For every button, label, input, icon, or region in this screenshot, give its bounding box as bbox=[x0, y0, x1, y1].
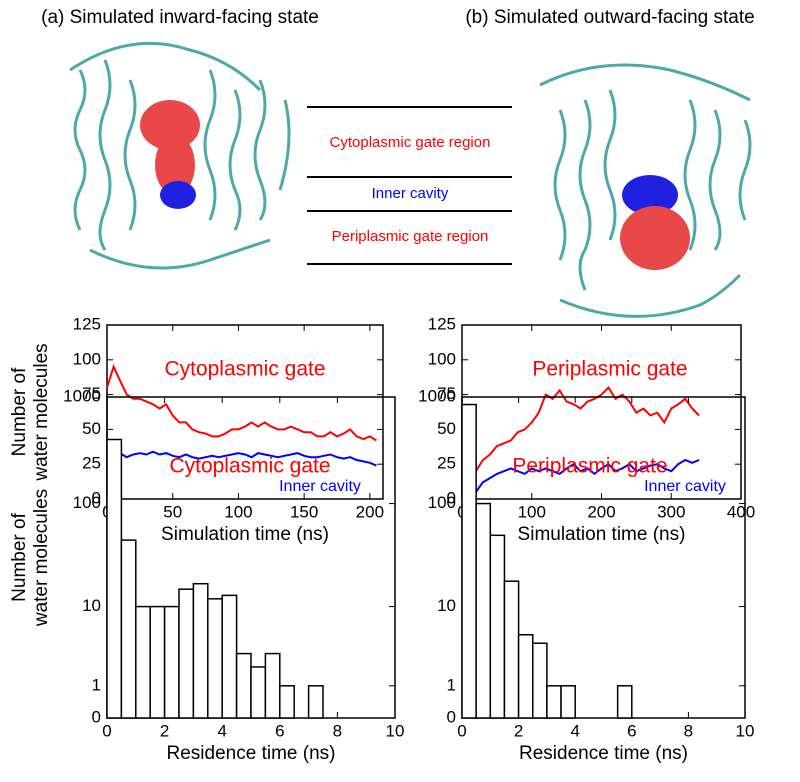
y-tick-label: 0 bbox=[92, 707, 101, 726]
x-tick-label: 6 bbox=[275, 721, 284, 740]
series-label: Cytoplasmic gate bbox=[164, 358, 325, 381]
line-series bbox=[106, 364, 377, 442]
y-tick-label: 1 bbox=[447, 675, 456, 694]
y-tick-label: 75 bbox=[437, 384, 456, 403]
annotation: Cytoplasmic gate bbox=[169, 455, 330, 478]
y-tick-label: 1000 bbox=[63, 386, 101, 405]
y-tick-label: 0 bbox=[92, 488, 101, 507]
y-tick-label: 125 bbox=[428, 314, 456, 333]
y-tick-label: 1000 bbox=[418, 386, 456, 405]
bar bbox=[475, 502, 492, 719]
bar bbox=[221, 594, 238, 719]
x-tick-label: 100 bbox=[518, 502, 546, 521]
x-tick-label: 200 bbox=[356, 502, 384, 521]
bar bbox=[517, 633, 534, 719]
region-label: Periplasmic gate region bbox=[332, 228, 489, 245]
y-axis-label: water molecules bbox=[31, 489, 52, 627]
water-a bbox=[140, 100, 200, 209]
y-tick-label: 100 bbox=[428, 349, 456, 368]
line-series bbox=[106, 449, 377, 467]
bar bbox=[489, 534, 506, 719]
x-axis-label: Simulation time (ns) bbox=[518, 524, 686, 545]
x-tick-label: 300 bbox=[657, 502, 685, 521]
x-tick-label: 10 bbox=[386, 721, 405, 740]
x-tick-label: 10 bbox=[736, 721, 755, 740]
series-label: Periplasmic gate bbox=[532, 358, 687, 381]
y-tick-label: 1 bbox=[92, 675, 101, 694]
bar bbox=[163, 605, 180, 719]
bar bbox=[192, 582, 209, 719]
x-tick-label: 6 bbox=[627, 721, 636, 740]
y-tick-label: 100 bbox=[73, 493, 101, 512]
y-tick-label: 0 bbox=[447, 707, 456, 726]
y-tick-label: 25 bbox=[437, 454, 456, 473]
x-axis-label: Residence time (ns) bbox=[167, 743, 336, 764]
y-tick-label: 25 bbox=[82, 454, 101, 473]
x-tick-label: 8 bbox=[684, 721, 693, 740]
bar bbox=[178, 588, 195, 719]
bar bbox=[546, 685, 562, 719]
y-tick-label: 100 bbox=[428, 493, 456, 512]
bar bbox=[264, 652, 281, 719]
x-tick-label: 8 bbox=[333, 721, 342, 740]
bar bbox=[307, 685, 324, 719]
x-tick-label: 50 bbox=[163, 502, 182, 521]
protein-a bbox=[69, 41, 291, 270]
bar bbox=[149, 605, 166, 719]
x-tick-label: 200 bbox=[587, 502, 615, 521]
y-tick-label: 75 bbox=[82, 384, 101, 403]
y-tick-label: 10 bbox=[82, 596, 101, 615]
y-tick-label: 100 bbox=[73, 349, 101, 368]
protein-b bbox=[539, 63, 752, 318]
panel-title: (b) Simulated outward-facing state bbox=[465, 7, 755, 28]
bar bbox=[250, 666, 267, 719]
y-tick-label: 50 bbox=[82, 419, 101, 438]
bar bbox=[135, 605, 151, 719]
panel-title: (a) Simulated inward-facing state bbox=[41, 7, 319, 28]
x-axis-label: Simulation time (ns) bbox=[161, 524, 329, 545]
bar bbox=[461, 403, 477, 719]
bar bbox=[532, 642, 548, 719]
bar bbox=[279, 685, 295, 719]
y-axis-label: Number of bbox=[9, 367, 30, 456]
x-tick-label: 2 bbox=[514, 721, 523, 740]
water-b bbox=[620, 175, 690, 270]
y-axis-label: Number of bbox=[9, 512, 30, 601]
x-tick-label: 2 bbox=[160, 721, 169, 740]
x-tick-label: 4 bbox=[570, 721, 579, 740]
region-lines bbox=[307, 106, 512, 265]
x-tick-label: 100 bbox=[224, 502, 252, 521]
line-series bbox=[475, 458, 700, 493]
y-tick-label: 50 bbox=[437, 419, 456, 438]
line-series bbox=[468, 386, 700, 497]
x-tick-label: 0 bbox=[457, 721, 466, 740]
y-tick-label: 125 bbox=[73, 314, 101, 333]
bar bbox=[616, 685, 633, 719]
x-tick-label: 150 bbox=[290, 502, 318, 521]
series-label: Inner cavity bbox=[644, 478, 726, 495]
x-axis-label: Residence time (ns) bbox=[519, 743, 688, 764]
bar bbox=[120, 539, 137, 719]
region-label: Cytoplasmic gate region bbox=[330, 134, 491, 151]
bar bbox=[207, 598, 223, 719]
x-tick-label: 4 bbox=[217, 721, 226, 740]
x-tick-label: 0 bbox=[102, 721, 111, 740]
annotation: Periplasmic gate bbox=[512, 455, 667, 478]
region-label: Inner cavity bbox=[372, 185, 449, 202]
bar bbox=[235, 652, 252, 719]
bar bbox=[106, 438, 123, 719]
bar bbox=[560, 685, 576, 719]
y-axis-label: water molecules bbox=[31, 343, 52, 481]
y-tick-label: 10 bbox=[437, 596, 456, 615]
bar bbox=[503, 580, 520, 719]
x-tick-label: 400 bbox=[727, 502, 755, 521]
series-label: Inner cavity bbox=[279, 478, 361, 495]
y-tick-label: 0 bbox=[447, 488, 456, 507]
